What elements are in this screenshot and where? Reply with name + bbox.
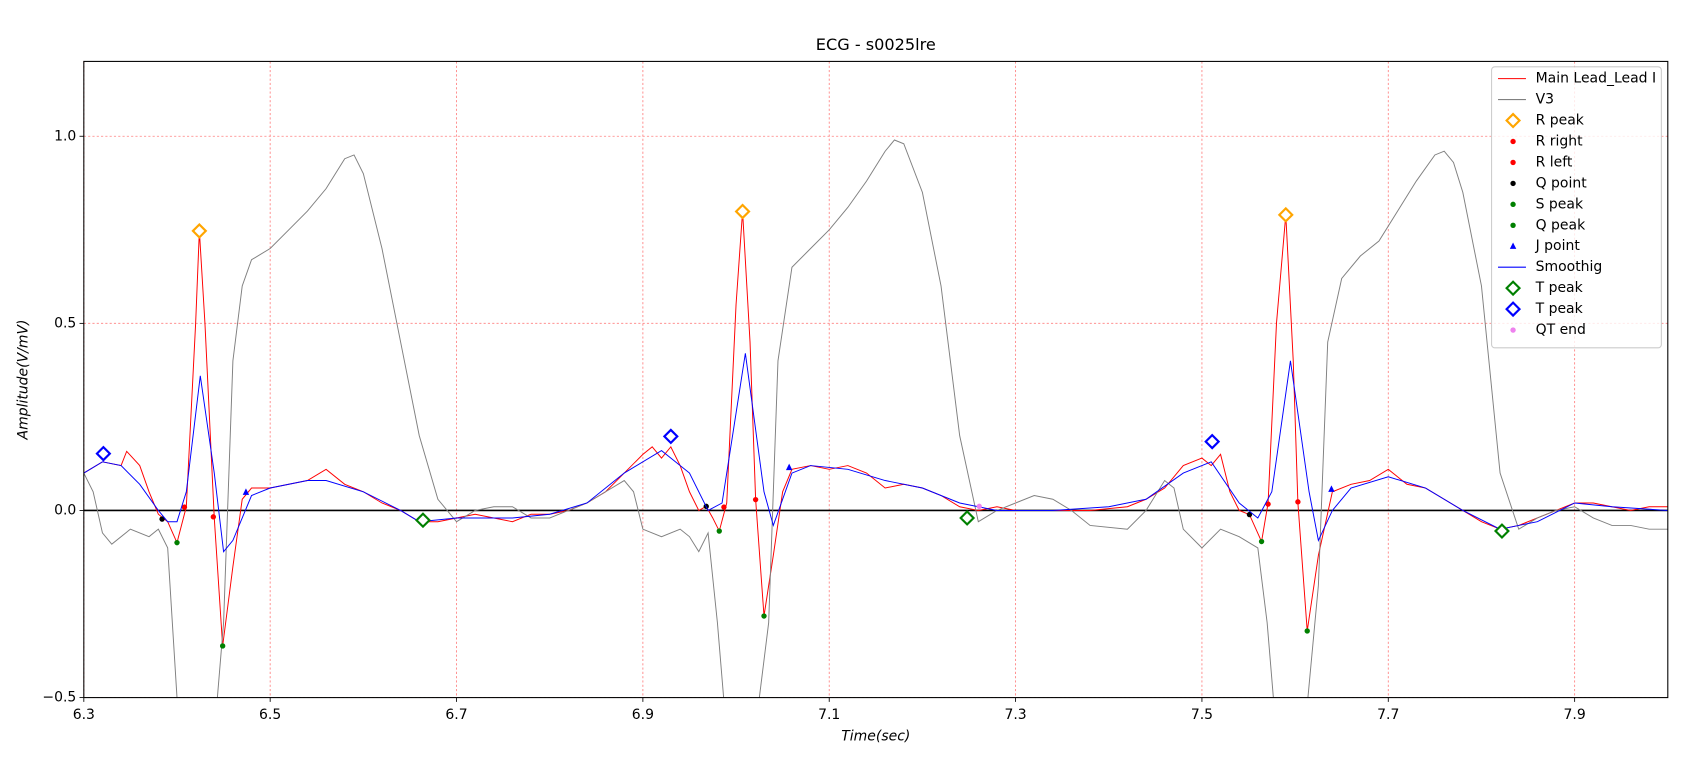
diamond-marker bbox=[191, 222, 208, 239]
legend-label: Q point bbox=[1536, 175, 1588, 191]
y-tick-label: 0.0 bbox=[54, 502, 76, 518]
dot-marker bbox=[159, 516, 165, 522]
legend-label: V3 bbox=[1536, 92, 1554, 108]
dot-marker bbox=[721, 504, 727, 510]
dot-marker bbox=[716, 528, 722, 534]
triangle-marker bbox=[1509, 242, 1517, 249]
x-axis-label: Time(sec) bbox=[841, 728, 910, 744]
dot-marker bbox=[174, 539, 180, 546]
x-tick-label: 7.3 bbox=[1004, 707, 1026, 723]
y-axis-label: Amplitude(V/mV) bbox=[16, 320, 32, 441]
diamond-marker bbox=[1505, 280, 1522, 297]
dot-marker bbox=[210, 514, 217, 520]
dot-marker bbox=[1510, 327, 1516, 333]
dot-marker bbox=[1246, 511, 1253, 518]
diamond-marker bbox=[1204, 433, 1221, 450]
legend-label: QT end bbox=[1536, 322, 1586, 338]
x-tick-label: 6.9 bbox=[632, 707, 654, 723]
dot-marker bbox=[219, 643, 226, 649]
y-tick-label: 0.5 bbox=[54, 315, 76, 331]
dot-marker bbox=[1510, 222, 1516, 228]
dot-marker bbox=[1510, 180, 1516, 187]
x-tick-label: 7.1 bbox=[818, 707, 840, 723]
dot-marker bbox=[1258, 538, 1265, 545]
dot-marker bbox=[1510, 201, 1516, 208]
legend-label: Main Lead_Lead I bbox=[1536, 71, 1656, 87]
dot-marker bbox=[976, 503, 982, 510]
diamond-marker bbox=[1277, 206, 1294, 223]
diamond-marker bbox=[662, 428, 679, 445]
dot-marker bbox=[761, 613, 767, 619]
diamond-marker bbox=[1493, 523, 1510, 540]
diamond-marker bbox=[734, 203, 751, 220]
triangle-marker bbox=[242, 488, 250, 495]
axes-frame bbox=[83, 60, 1669, 699]
dot-marker bbox=[1295, 499, 1301, 505]
legend-label: R right bbox=[1536, 133, 1583, 149]
x-tick-label: 7.7 bbox=[1377, 707, 1399, 723]
plot-area bbox=[83, 61, 1668, 698]
x-tick-label: 6.3 bbox=[73, 707, 95, 723]
series-line bbox=[83, 353, 1668, 553]
x-tick-label: 6.5 bbox=[259, 707, 281, 723]
diamond-marker bbox=[95, 445, 112, 462]
legend-label: S peak bbox=[1536, 196, 1584, 212]
legend-label: Q peak bbox=[1536, 217, 1586, 233]
triangle-marker bbox=[785, 463, 793, 471]
dot-marker bbox=[1304, 628, 1310, 634]
legend-label: R peak bbox=[1536, 113, 1585, 129]
legend-label: R left bbox=[1536, 154, 1573, 170]
legend-label: J point bbox=[1535, 238, 1581, 254]
x-tick-label: 6.7 bbox=[445, 707, 467, 723]
dot-marker bbox=[1510, 159, 1516, 166]
diamond-marker bbox=[1505, 301, 1522, 318]
diamond-marker bbox=[959, 509, 976, 526]
plot bbox=[83, 139, 1668, 698]
legend: Main Lead_Lead I V3 R peak R right R left Q p… bbox=[1491, 66, 1662, 349]
x-tick-label: 7.5 bbox=[1191, 707, 1213, 723]
series-line bbox=[83, 139, 1668, 698]
legend-box bbox=[1491, 66, 1662, 349]
diamond-marker bbox=[1505, 112, 1522, 129]
dot-marker bbox=[1265, 501, 1271, 507]
legend-label: Smoothig bbox=[1536, 259, 1603, 275]
y-tick-label: −0.5 bbox=[42, 690, 76, 706]
y-tick-label: 1.0 bbox=[54, 128, 76, 144]
x-tick-label: 7.9 bbox=[1564, 707, 1586, 723]
legend-label: T peak bbox=[1535, 280, 1584, 296]
triangle-marker bbox=[1328, 485, 1335, 492]
series-line bbox=[83, 211, 1668, 647]
dot-marker bbox=[181, 504, 188, 510]
chart-title: ECG - s0025lre bbox=[816, 35, 936, 54]
diamond-marker bbox=[415, 512, 431, 529]
legend-label: T peak bbox=[1535, 301, 1584, 317]
dot-marker bbox=[1510, 138, 1516, 145]
dot-marker bbox=[752, 496, 759, 503]
